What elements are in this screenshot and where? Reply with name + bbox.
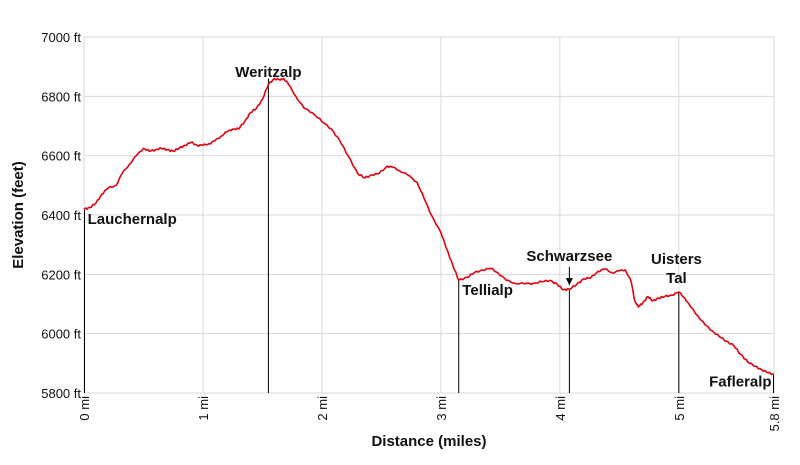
y-tick-label: 6600 ft [41,149,81,164]
y-tick-label: 6800 ft [41,89,81,104]
x-tick-label: 4 mi [553,396,568,421]
elevation-line [83,77,775,376]
waypoint-label-line: Tal [666,270,687,287]
y-tick-label: 6200 ft [41,267,81,282]
x-axis-ticks: 0 mi 1 mi 2 mi 3 mi 4 mi 5 mi 5.8 mi [77,396,782,432]
waypoint-label: Lauchernalp [88,211,177,228]
x-tick-label: 0 mi [77,396,92,421]
series-layer [83,77,775,376]
waypoint-labels: Lauchernalp Weritzalp Tellialp Schwarzsee Ui… [88,64,772,390]
x-tick-label: 1 mi [196,396,211,421]
x-tick-label: 5 mi [672,396,687,421]
x-tick-label: 3 mi [434,396,449,421]
y-tick-label: 6000 ft [41,327,81,342]
waypoint-label: Weritzalp [235,64,301,81]
waypoint-arrow-head [565,278,573,286]
waypoint-label: Uisters Tal [651,251,702,287]
x-axis-title: Distance (miles) [371,433,486,450]
y-axis-ticks: 5800 ft 6000 ft 6200 ft 6400 ft 6600 ft 6800 … [41,30,81,401]
waypoint-label: Fafleralp [709,373,772,390]
waypoint-label-line: Uisters [651,251,702,268]
x-tick-label: 2 mi [315,396,330,421]
grid [83,36,775,394]
waypoint-label: Tellialp [462,282,513,299]
waypoint-markers [84,78,774,393]
y-tick-label: 6400 ft [41,208,81,223]
y-axis-title: Elevation (feet) [10,161,27,269]
y-tick-label: 5800 ft [41,386,81,401]
y-tick-label: 7000 ft [41,30,81,45]
x-tick-label: 5.8 mi [767,396,782,432]
waypoint-label: Schwarzsee [526,248,612,265]
